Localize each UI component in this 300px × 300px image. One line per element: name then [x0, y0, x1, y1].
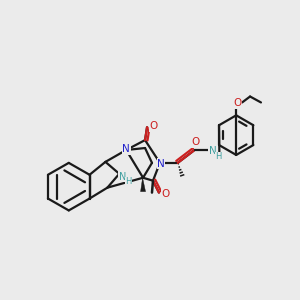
Text: O: O — [191, 137, 200, 147]
Text: H: H — [125, 177, 131, 186]
Text: H: H — [215, 152, 221, 161]
Polygon shape — [141, 178, 146, 192]
Text: N: N — [118, 172, 126, 182]
Text: O: O — [150, 121, 158, 131]
Text: N: N — [122, 144, 130, 154]
Text: N: N — [208, 146, 216, 156]
Text: O: O — [162, 189, 170, 199]
Text: O: O — [233, 98, 241, 108]
Text: N: N — [157, 159, 165, 169]
Text: N: N — [122, 144, 130, 154]
